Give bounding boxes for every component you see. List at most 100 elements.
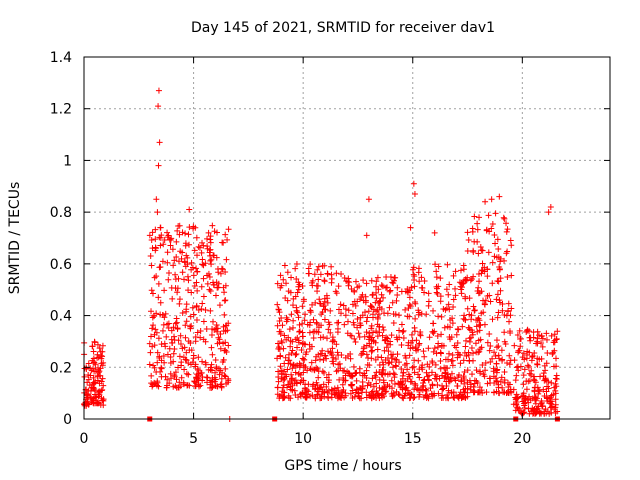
- data-point: [439, 386, 446, 393]
- data-point: [361, 309, 368, 316]
- data-point: [352, 278, 359, 285]
- data-point: [472, 340, 479, 347]
- data-point: [287, 386, 294, 393]
- data-point: [482, 198, 489, 205]
- data-point: [150, 312, 157, 319]
- data-point: [520, 398, 527, 405]
- data-point: [504, 226, 511, 233]
- data-point: [154, 209, 161, 216]
- data-point: [435, 263, 442, 270]
- data-point: [545, 385, 552, 392]
- data-point: [552, 390, 559, 397]
- data-point: [475, 337, 482, 344]
- data-point: [460, 262, 467, 269]
- data-point: [204, 374, 211, 381]
- data-point: [188, 266, 195, 273]
- data-point: [411, 273, 418, 280]
- data-point: [523, 386, 530, 393]
- data-point: [398, 342, 405, 349]
- data-point: [432, 261, 439, 268]
- data-point: [171, 333, 178, 340]
- data-point: [295, 394, 302, 401]
- data-point: [307, 307, 314, 314]
- data-point: [176, 300, 183, 307]
- data-point: [335, 387, 342, 394]
- data-point: [212, 369, 219, 376]
- data-point: [496, 264, 503, 271]
- data-point: [190, 272, 197, 279]
- x-tick-label: 15: [404, 431, 422, 447]
- data-point: [174, 289, 181, 296]
- data-point: [170, 350, 177, 357]
- data-point: [172, 271, 179, 278]
- data-point: [378, 354, 385, 361]
- data-point: [291, 387, 298, 394]
- data-point: [283, 318, 290, 325]
- data-point: [188, 259, 195, 266]
- data-point: [324, 335, 331, 342]
- data-point: [404, 313, 411, 320]
- data-point: [487, 343, 494, 350]
- data-point: [340, 387, 347, 394]
- data-point: [207, 246, 214, 253]
- data-point: [466, 311, 473, 318]
- data-point: [299, 333, 306, 340]
- data-point: [471, 213, 478, 220]
- data-point: [312, 385, 319, 392]
- data-point: [503, 390, 510, 397]
- data-point: [479, 260, 486, 267]
- data-point: [460, 373, 467, 380]
- data-point: [203, 326, 210, 333]
- data-point: [154, 359, 161, 366]
- data-point: [150, 290, 156, 297]
- data-point: [440, 385, 447, 392]
- data-point: [305, 265, 312, 272]
- data-point: [368, 322, 375, 329]
- data-point: [552, 355, 559, 362]
- data-point: [395, 391, 402, 398]
- data-point: [493, 344, 500, 351]
- data-point: [432, 361, 439, 368]
- data-point: [278, 370, 285, 377]
- data-point: [340, 302, 347, 309]
- data-point: [434, 290, 441, 297]
- data-point: [348, 332, 355, 339]
- data-point: [347, 390, 354, 397]
- data-point: [281, 262, 288, 269]
- data-point: [356, 283, 363, 290]
- data-point: [460, 357, 467, 364]
- data-point: [528, 408, 535, 415]
- data-point: [292, 265, 299, 272]
- data-point: [309, 301, 316, 308]
- data-point: [195, 306, 202, 313]
- data-point: [175, 258, 182, 265]
- data-point: [215, 280, 222, 287]
- data-point: [217, 345, 224, 352]
- data-point: [398, 321, 405, 328]
- data-point: [156, 353, 163, 360]
- data-point: [89, 343, 96, 350]
- data-point: [152, 326, 159, 333]
- data-point: [316, 356, 323, 363]
- data-point: [529, 352, 536, 359]
- data-point: [191, 247, 198, 254]
- data-point: [146, 232, 153, 239]
- data-point: [464, 229, 471, 236]
- data-point: [341, 321, 348, 328]
- data-point: [366, 340, 373, 347]
- data-point: [433, 376, 440, 383]
- y-tick-label: 0.6: [50, 257, 72, 273]
- data-point: [362, 297, 369, 304]
- data-point: [484, 380, 491, 387]
- data-point: [280, 276, 287, 283]
- data-point: [288, 274, 295, 281]
- data-point: [454, 326, 461, 333]
- chart-title: Day 145 of 2021, SRMTID for receiver dav…: [191, 20, 495, 36]
- data-point: [208, 361, 215, 368]
- data-point: [369, 388, 376, 395]
- data-point: [452, 285, 459, 292]
- data-point: [454, 383, 461, 390]
- data-point: [462, 293, 469, 300]
